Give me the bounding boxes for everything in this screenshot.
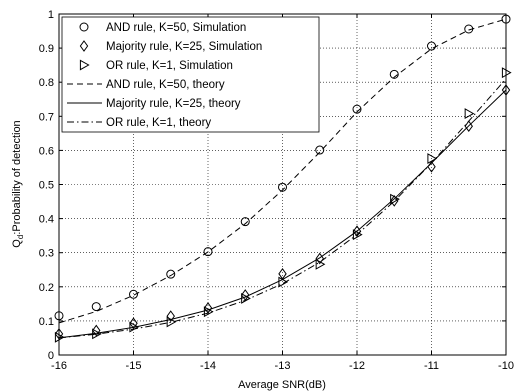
data-point-triangle-right <box>464 108 475 120</box>
y-tick-label: 0.9 <box>39 43 54 55</box>
legend-item: Majority rule, K=25, theory <box>67 98 241 110</box>
series <box>58 18 507 324</box>
y-tick-label: 1 <box>48 9 54 21</box>
data-point-triangle-right <box>390 193 400 205</box>
y-tick-label: 0.5 <box>39 180 54 192</box>
data-point-diamond <box>92 324 101 337</box>
y-tick-label: 0.2 <box>39 282 54 294</box>
legend-marker-circle <box>79 22 89 32</box>
data-point-circle <box>91 302 101 312</box>
data-point-circle <box>389 69 399 79</box>
legend-item: Majority rule, K=25, Simulation <box>79 40 262 53</box>
y-tick-label: 0 <box>48 350 54 362</box>
x-axis-title: Average SNR(dB) <box>238 379 326 391</box>
series-layer <box>54 14 512 343</box>
data-point-circle <box>427 41 436 51</box>
data-point-diamond <box>315 252 324 265</box>
x-tick-labels: -16 -15 -14 -13 -12 -11 -10 <box>51 360 514 372</box>
data-point-diamond <box>464 120 473 133</box>
y-tick-label: 0.6 <box>39 145 54 157</box>
data-point-circle <box>129 289 138 299</box>
data-point-diamond <box>129 317 138 330</box>
legend-label: Majority rule, K=25, Simulation <box>106 41 262 53</box>
data-point-triangle-right <box>315 258 326 270</box>
legend-marker-diamond <box>79 40 89 52</box>
x-tick-label: -12 <box>349 360 365 372</box>
legend-item: OR rule, K=1, Simulation <box>79 59 233 72</box>
legend-item: AND rule, K=50, theory <box>67 79 225 91</box>
series-line <box>58 18 507 324</box>
data-point-circle <box>278 182 287 192</box>
data-point-triangle-right <box>427 153 438 165</box>
data-point-circle <box>315 145 325 155</box>
legend-item: OR rule, K=1, theory <box>67 117 211 129</box>
y-axis-title-main: Q <box>11 239 23 248</box>
data-point-triangle-right <box>352 229 363 241</box>
legend-label: AND rule, K=50, theory <box>106 79 225 91</box>
legend-box <box>61 16 320 133</box>
y-axis-title-rest: :Probability of detection <box>11 120 23 234</box>
legend-label: AND rule, K=50, Simulation <box>106 22 246 34</box>
x-tick-label: -16 <box>51 360 67 372</box>
x-tick-label: -11 <box>424 360 439 372</box>
data-point-circle <box>240 217 250 227</box>
legend-label: Majority rule, K=25, theory <box>106 98 241 110</box>
y-tick-label: 0.1 <box>39 316 54 328</box>
series <box>58 78 507 339</box>
legend: AND rule, K=50, Simulation Majority rule,… <box>61 16 320 133</box>
y-tick-label: 0.8 <box>39 77 54 89</box>
y-axis-title-subscript: d <box>16 235 25 239</box>
x-tick-label: -14 <box>200 360 216 372</box>
y-tick-label: 0.3 <box>39 248 54 260</box>
legend-label: OR rule, K=1, Simulation <box>106 60 233 72</box>
x-tick-label: -15 <box>126 360 142 372</box>
legend-label: OR rule, K=1, theory <box>106 117 211 129</box>
y-tick-label: 0.7 <box>39 111 54 123</box>
data-point-circle <box>166 269 176 279</box>
series-line <box>58 78 507 339</box>
y-tick-labels: 0 0.1 0.2 0.3 0.4 0.5 0.6 0.7 0.8 0.9 1 <box>39 9 54 362</box>
legend-item: AND rule, K=50, Simulation <box>79 22 246 34</box>
data-point-diamond <box>166 310 175 322</box>
y-tick-label: 0.4 <box>39 214 54 226</box>
x-tick-label: -13 <box>275 360 291 372</box>
data-point-diamond <box>278 267 287 280</box>
x-tick-label: -10 <box>498 360 514 372</box>
legend-marker-triangle-right <box>79 59 90 71</box>
data-point-circle <box>352 104 362 114</box>
y-axis-title: Qd:Probability of detection <box>11 120 25 247</box>
data-point-circle <box>203 247 213 257</box>
